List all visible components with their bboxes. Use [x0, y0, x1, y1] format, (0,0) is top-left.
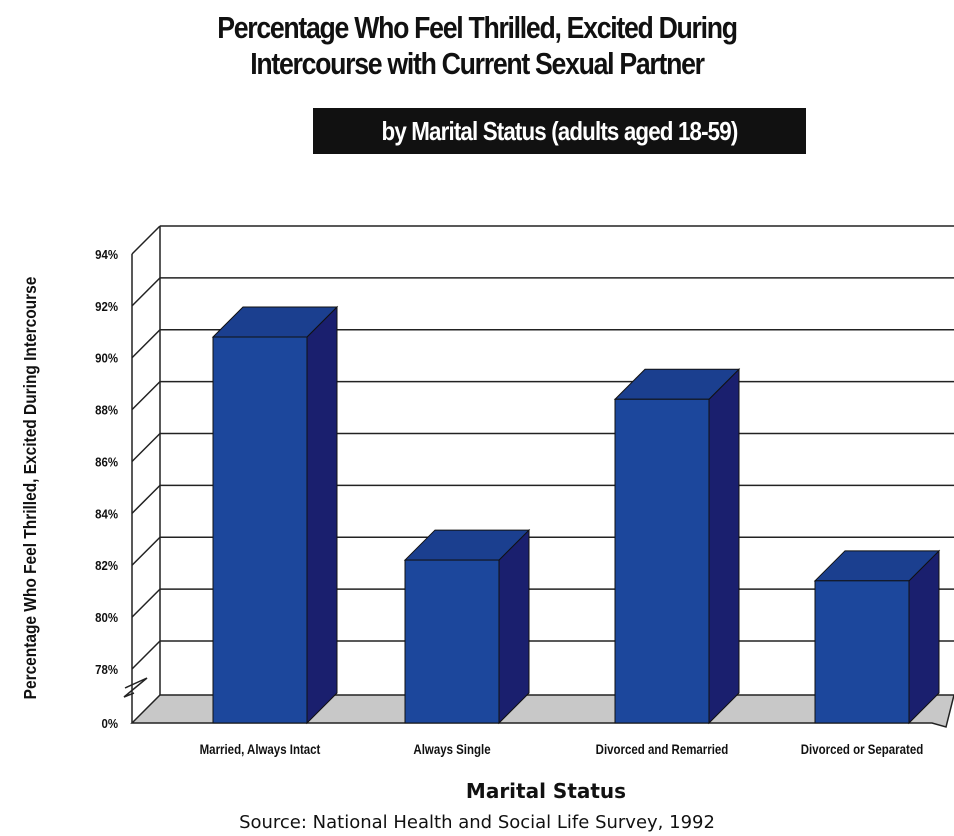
x-tick-label: Divorced or Separated	[801, 741, 923, 757]
bar-1	[404, 559, 500, 724]
y-tick-label: 0%	[101, 716, 118, 731]
y-tick-label: 84%	[95, 507, 118, 522]
y-tick-label: 94%	[95, 247, 118, 262]
bar-2	[614, 398, 710, 724]
y-tick-label: 90%	[95, 351, 118, 366]
y-tick-label: 80%	[95, 610, 118, 625]
bar-side-2	[708, 368, 740, 725]
axis-break-mark	[123, 677, 148, 698]
chart-floor	[130, 694, 954, 728]
bar-3	[814, 580, 910, 724]
y-tick-label: 92%	[95, 299, 118, 314]
source-note: Source: National Health and Social Life …	[239, 812, 715, 833]
gridline-side-6	[131, 536, 161, 566]
gridline-side-2	[131, 329, 161, 359]
gridline-side-1	[131, 277, 161, 307]
gridline-side-8	[131, 640, 161, 670]
chart-title: Percentage Who Feel Thrilled, Excited Du…	[0, 10, 954, 82]
gridline-side-5	[131, 484, 161, 514]
chart-title-line-2: Intercourse with Current Sexual Partner	[250, 46, 705, 81]
x-tick-label: Divorced and Remarried	[596, 741, 729, 757]
gridline-side-7	[131, 588, 161, 618]
gridline-side-4	[131, 432, 161, 463]
y-axis-title: Percentage Who Feel Thrilled, Excited Du…	[20, 277, 40, 700]
gridline-side-0	[131, 225, 161, 255]
x-axis-title: Marital Status	[466, 779, 626, 803]
x-tick-label: Always Single	[413, 741, 490, 757]
bar-side-0	[306, 305, 338, 725]
chart-subtitle: by Marital Status (adults aged 18-59)	[381, 116, 739, 146]
y-tick-label: 82%	[95, 559, 118, 574]
gridline-side-3	[131, 381, 161, 411]
bar-0	[212, 336, 308, 724]
chart-title-line-1: Percentage Who Feel Thrilled, Excited Du…	[217, 10, 738, 45]
subtitle-banner	[313, 108, 806, 154]
x-tick-label: Married, Always Intact	[200, 741, 321, 757]
y-tick-label: 78%	[95, 662, 118, 677]
y-tick-label: 86%	[95, 455, 118, 470]
y-tick-label: 88%	[95, 403, 118, 418]
bar-side-1	[498, 528, 530, 725]
